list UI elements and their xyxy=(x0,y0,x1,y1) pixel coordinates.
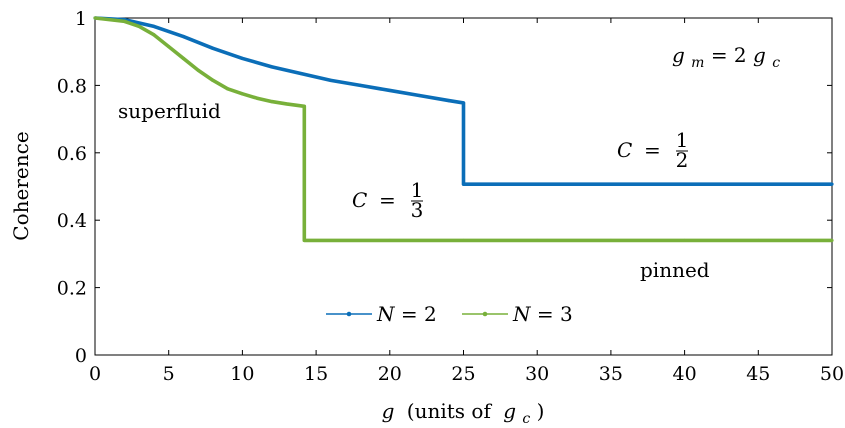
gm-eq: = 2 xyxy=(711,43,747,67)
series-point-n3 xyxy=(196,68,200,72)
series-point-n2 xyxy=(270,65,274,69)
x-axis-label-text: (units of xyxy=(407,399,493,423)
x-axis-label-sub: c xyxy=(522,411,530,427)
y-tick-label: 0.8 xyxy=(57,75,87,97)
series-point-n3 xyxy=(302,238,306,243)
legend: N = 2 N = 3 xyxy=(326,302,573,326)
c-half-annotation: C = 1 2 xyxy=(617,128,688,172)
series-point-n2 xyxy=(329,78,333,82)
x-tick-label: 45 xyxy=(746,363,770,385)
series-point-n2 xyxy=(211,46,215,50)
x-tick-label: 20 xyxy=(378,363,402,385)
x-axis-label-var: g xyxy=(382,399,395,423)
series-point-n3 xyxy=(270,99,274,104)
y-tick-label: 0.6 xyxy=(57,143,87,165)
x-axis-label: g (units of g c ) xyxy=(382,399,545,428)
series-point-n3 xyxy=(830,238,834,243)
series-point-n3 xyxy=(535,238,539,243)
series-point-n3 xyxy=(388,238,392,243)
gm-formula-annotation: g m = 2 g c xyxy=(672,43,780,72)
legend-n2-eq: = 2 xyxy=(401,302,437,326)
legend-n3-marker xyxy=(482,311,488,317)
legend-n3-var: N xyxy=(512,302,532,326)
series-point-n3 xyxy=(93,16,97,20)
pinned-annotation: pinned xyxy=(640,258,710,282)
x-tick-label: 5 xyxy=(163,363,175,385)
series-point-n2 xyxy=(461,182,466,186)
plot-frame xyxy=(94,17,833,356)
series-point-n2 xyxy=(181,34,186,39)
series-point-n3 xyxy=(255,96,259,100)
series-point-n3 xyxy=(285,102,289,106)
gm-lhs-sub: m xyxy=(691,55,704,71)
c-half-eq: = xyxy=(644,138,661,162)
gm-rhs-sub: c xyxy=(772,55,780,71)
x-tick-label: 35 xyxy=(599,363,623,385)
series-point-n3 xyxy=(122,19,127,23)
legend-n3-eq: = 3 xyxy=(537,302,573,326)
series-line-n3 xyxy=(94,16,832,243)
x-tick-label: 30 xyxy=(525,363,549,385)
legend-n2-var: N xyxy=(376,302,396,326)
x-tick-labels: 0 5 10 15 20 25 30 35 40 45 50 xyxy=(89,363,844,385)
legend-n3-label: N = 3 xyxy=(512,302,573,326)
x-tick-label: 40 xyxy=(673,363,697,385)
series-point-n3 xyxy=(756,238,760,243)
series-point-n3 xyxy=(461,238,466,243)
c-half-num: 1 xyxy=(676,128,689,152)
superfluid-annotation: superfluid xyxy=(118,99,221,123)
c-third-var: C xyxy=(352,188,367,212)
gm-lhs: g xyxy=(672,43,685,67)
c-half-den: 2 xyxy=(676,148,689,172)
series-point-n2 xyxy=(447,98,451,103)
c-third-den: 3 xyxy=(411,198,424,222)
series-point-n2 xyxy=(535,182,539,186)
series-point-n3 xyxy=(137,24,141,29)
series-point-n2 xyxy=(609,182,613,186)
series-point-n2 xyxy=(299,72,303,76)
series-point-n3 xyxy=(240,92,244,96)
y-tick-label: 1 xyxy=(75,8,87,30)
x-tick-label: 15 xyxy=(304,363,328,385)
c-third-eq: = xyxy=(379,188,396,212)
series-point-n3 xyxy=(302,104,306,108)
c-third-num: 1 xyxy=(411,178,424,202)
series-layer xyxy=(93,16,834,243)
series-point-n3 xyxy=(226,87,230,91)
y-tick-label: 0.4 xyxy=(57,210,87,232)
x-tick-label: 10 xyxy=(230,363,254,385)
series-point-n2 xyxy=(358,83,362,87)
series-point-n2 xyxy=(683,182,687,186)
series-point-n3 xyxy=(152,33,156,37)
series-line-n2 xyxy=(94,16,832,186)
x-axis-label-close: ) xyxy=(537,399,545,423)
series-point-n2 xyxy=(417,93,421,98)
y-tick-label: 0.2 xyxy=(57,278,87,300)
c-third-annotation: C = 1 3 xyxy=(352,178,423,222)
series-point-n2 xyxy=(388,88,392,93)
x-tick-label: 50 xyxy=(820,363,844,385)
legend-n2-marker xyxy=(346,311,352,317)
series-point-n3 xyxy=(181,56,186,61)
x-axis-label-sub-var: g xyxy=(503,399,516,423)
series-point-n2 xyxy=(756,182,760,186)
y-axis-label: Coherence xyxy=(9,131,33,240)
series-point-n3 xyxy=(167,45,171,49)
c-half-var: C xyxy=(617,138,632,162)
series-point-n3 xyxy=(683,238,687,243)
legend-n2-label: N = 2 xyxy=(376,302,437,326)
x-tick-label: 25 xyxy=(451,363,475,385)
series-point-n2 xyxy=(240,56,244,61)
series-point-n2 xyxy=(830,182,834,186)
series-point-n3 xyxy=(609,238,613,243)
axis-ticks xyxy=(94,17,833,356)
x-tick-label: 0 xyxy=(89,363,101,385)
series-point-n3 xyxy=(211,78,215,82)
gm-rhs: g xyxy=(753,43,766,67)
y-tick-labels: 0 0.2 0.4 0.6 0.8 1 xyxy=(57,8,87,367)
series-point-n2 xyxy=(152,24,156,29)
series-point-n2 xyxy=(461,101,466,105)
y-tick-label: 0 xyxy=(75,345,87,367)
